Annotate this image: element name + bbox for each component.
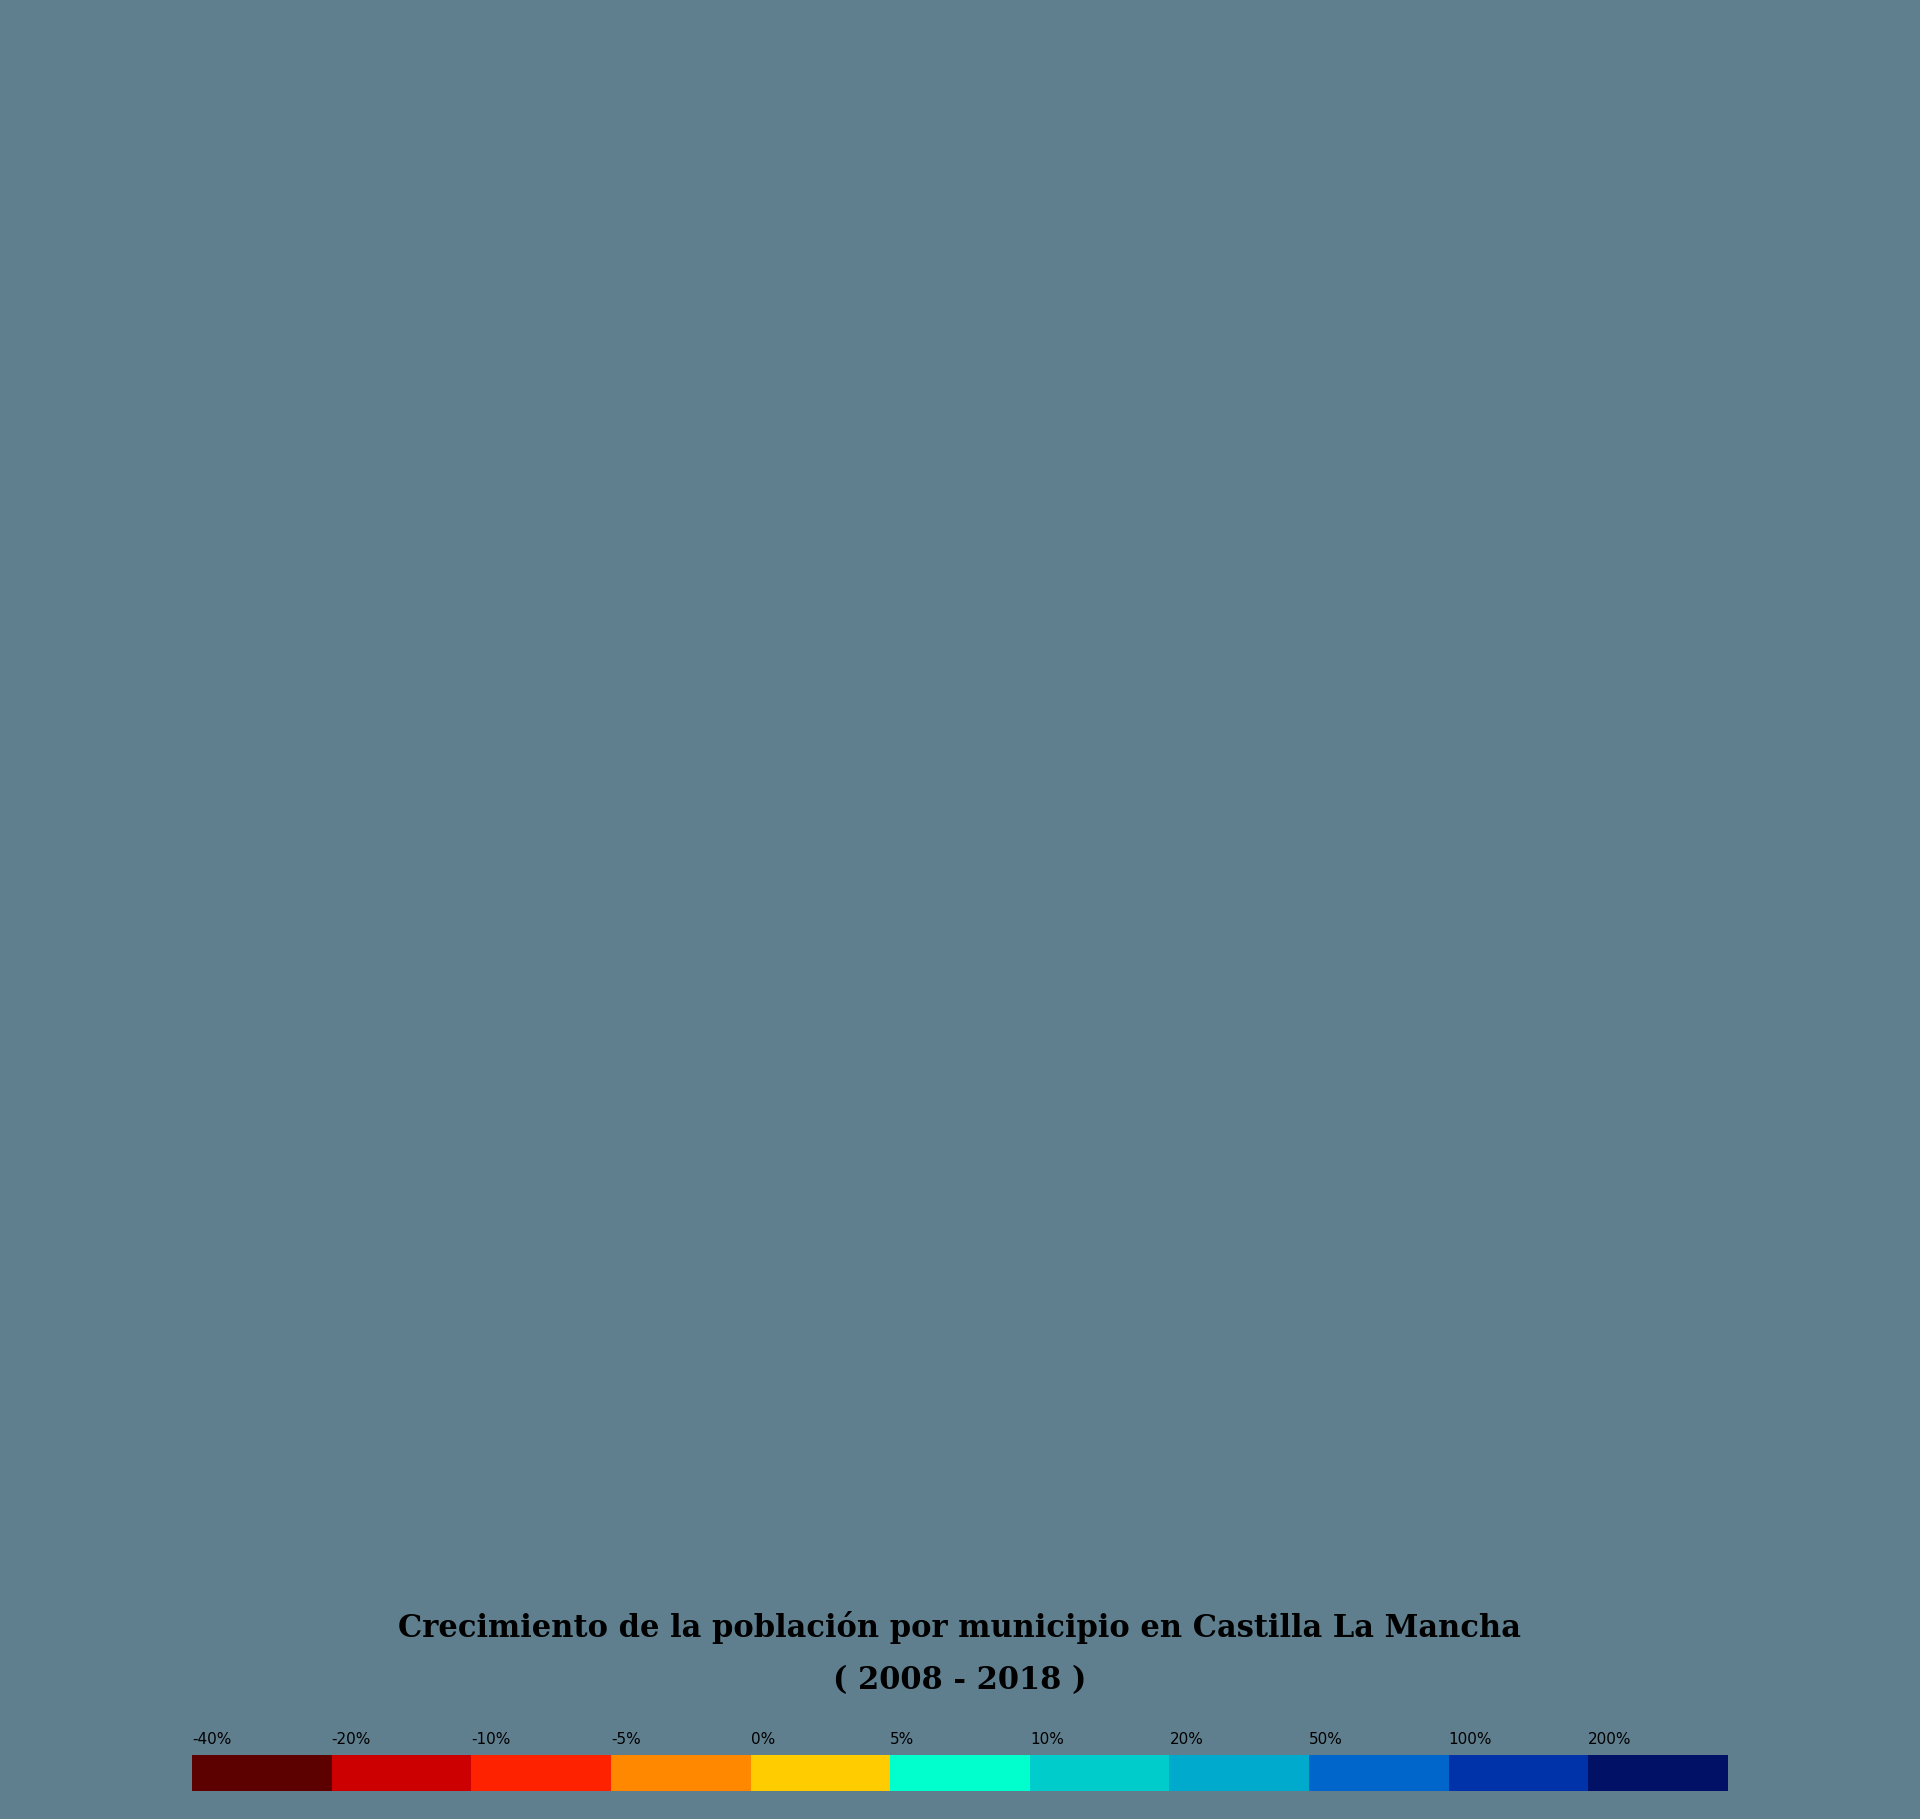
FancyBboxPatch shape	[192, 1755, 332, 1790]
FancyBboxPatch shape	[1588, 1755, 1728, 1790]
FancyBboxPatch shape	[470, 1755, 611, 1790]
Text: ( 2008 - 2018 ): ( 2008 - 2018 )	[833, 1664, 1087, 1695]
Text: -40%: -40%	[192, 1732, 232, 1746]
Text: Crecimiento de la población por municipio en Castilla La Mancha: Crecimiento de la población por municipi…	[399, 1612, 1521, 1644]
FancyBboxPatch shape	[891, 1755, 1029, 1790]
Text: 100%: 100%	[1450, 1732, 1492, 1746]
Text: 0%: 0%	[751, 1732, 776, 1746]
FancyBboxPatch shape	[751, 1755, 891, 1790]
Text: 200%: 200%	[1588, 1732, 1632, 1746]
Text: -5%: -5%	[611, 1732, 641, 1746]
Text: 50%: 50%	[1309, 1732, 1342, 1746]
Text: 20%: 20%	[1169, 1732, 1204, 1746]
FancyBboxPatch shape	[611, 1755, 751, 1790]
Text: 5%: 5%	[891, 1732, 914, 1746]
Text: -20%: -20%	[332, 1732, 371, 1746]
FancyBboxPatch shape	[1309, 1755, 1450, 1790]
FancyBboxPatch shape	[332, 1755, 470, 1790]
Text: 10%: 10%	[1029, 1732, 1064, 1746]
Text: -10%: -10%	[470, 1732, 511, 1746]
FancyBboxPatch shape	[1169, 1755, 1309, 1790]
FancyBboxPatch shape	[1029, 1755, 1169, 1790]
FancyBboxPatch shape	[1450, 1755, 1588, 1790]
